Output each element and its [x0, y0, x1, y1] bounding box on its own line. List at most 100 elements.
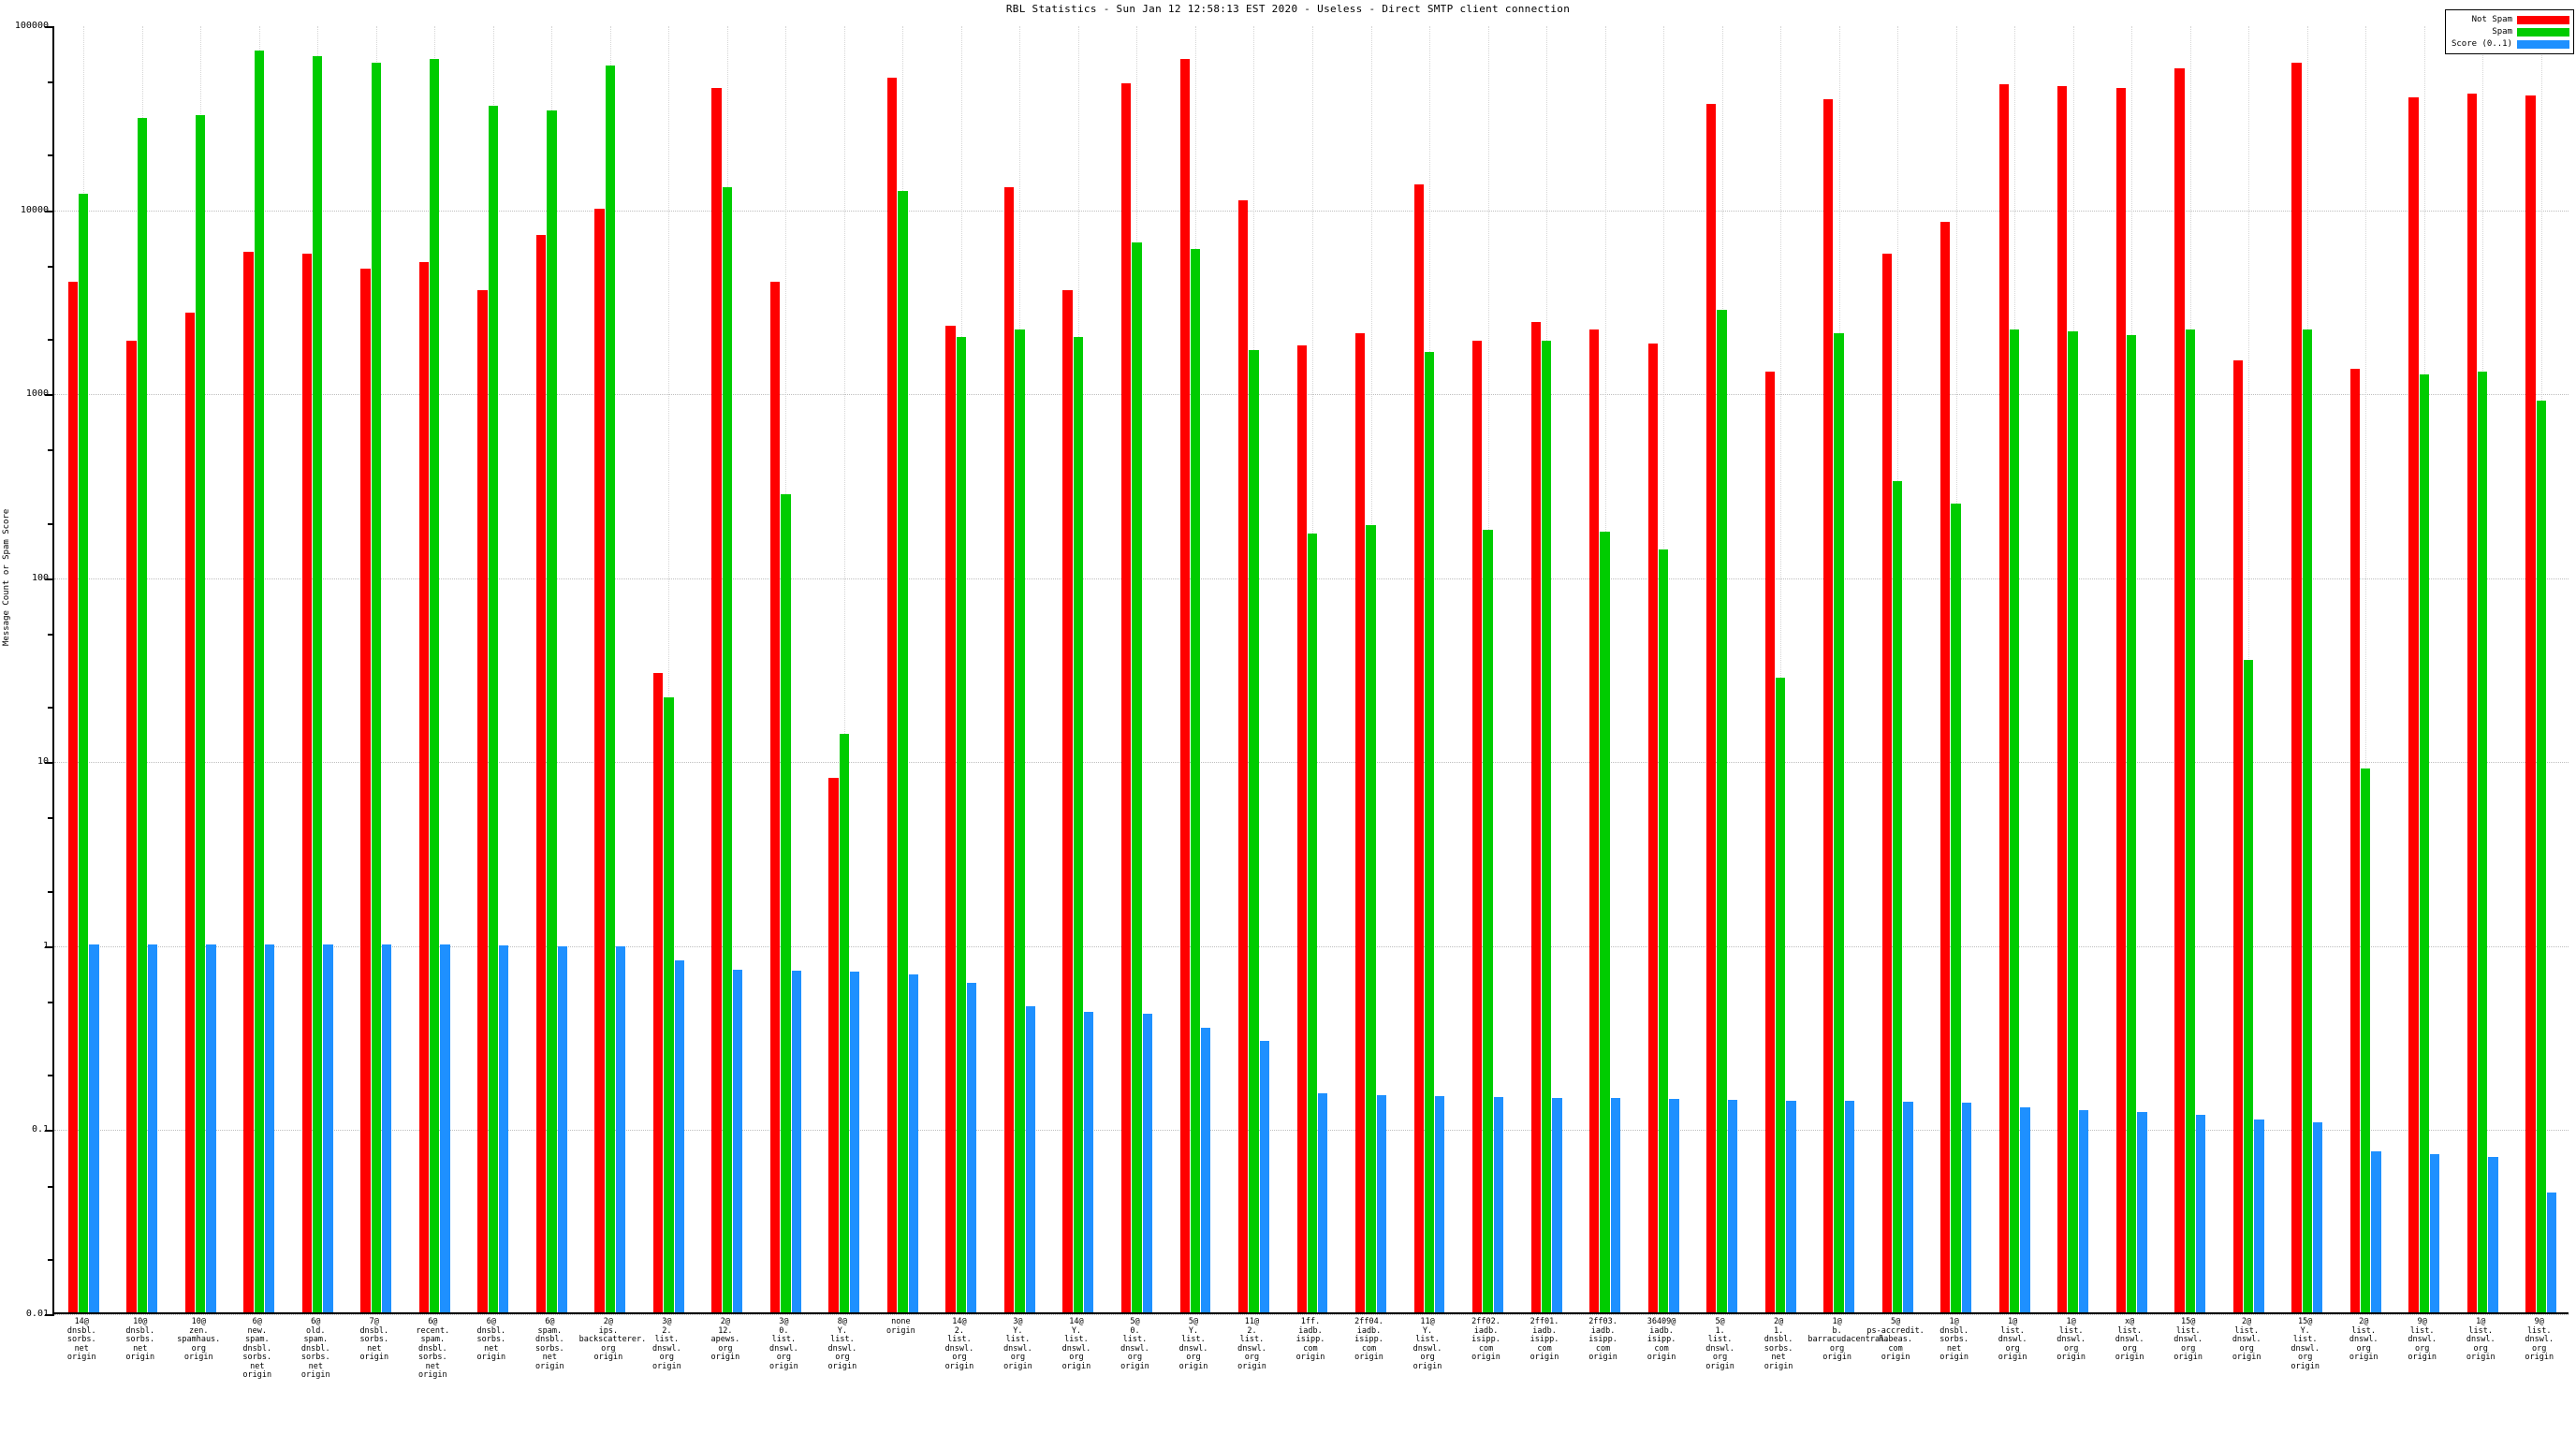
- bar-score: [2020, 1107, 2030, 1312]
- x-tick-label: 3@ Y. list. dnswl. org origin: [1003, 1317, 1032, 1371]
- bar-not-spam: [1530, 322, 1541, 1312]
- bar-not-spam: [1062, 289, 1073, 1312]
- y-axis-minor-tick: [48, 154, 54, 157]
- bar-spam: [1249, 349, 1259, 1312]
- y-axis-tick: [45, 578, 54, 580]
- bar-spam: [1600, 531, 1610, 1312]
- x-tick-label: 2ff01. iadb. isipp. com origin: [1530, 1317, 1559, 1362]
- bar-not-spam: [711, 88, 722, 1312]
- x-tick-label: 2@ list. dnswl. org origin: [2232, 1317, 2261, 1362]
- bar-spam: [722, 187, 733, 1312]
- x-tick-label: 10@ dnsbl. sorbs. net origin: [125, 1317, 155, 1362]
- bar-score: [381, 944, 392, 1312]
- x-tick-label: 2ff02. iadb. isipp. com origin: [1471, 1317, 1500, 1362]
- x-tick-label: 1@ list. dnswl. org origin: [2056, 1317, 2086, 1362]
- bar-not-spam: [945, 326, 956, 1312]
- bar-spam: [430, 58, 440, 1312]
- x-tick-label: 1@ list. dnswl. org origin: [2466, 1317, 2496, 1362]
- y-tick-label: 1: [42, 940, 49, 951]
- x-axis-tick-labels: 14@ dnsbl. sorbs. net origin 10@ dnsbl. s…: [52, 1317, 2569, 1449]
- x-tick-label: 6@ recent. spam. dnsbl. sorbs. net origi…: [416, 1317, 450, 1380]
- bar-score: [440, 944, 450, 1312]
- bar-score: [1552, 1097, 1562, 1312]
- bar-score: [2488, 1156, 2498, 1312]
- grid-line: [54, 210, 2569, 212]
- y-axis-tick: [45, 394, 54, 397]
- plot-area: [45, 26, 2569, 1316]
- x-tick-label: 14@ Y. list. dnswl. org origin: [1061, 1317, 1091, 1371]
- bar-spam: [2478, 371, 2488, 1312]
- y-axis-minor-tick: [48, 633, 54, 636]
- bar-score: [1376, 1094, 1386, 1312]
- bar-score: [206, 944, 216, 1312]
- bar-score: [498, 944, 509, 1312]
- legend-item-not-spam: Not Spam: [2452, 14, 2569, 25]
- bar-spam: [1951, 503, 1961, 1312]
- bar-spam: [2068, 330, 2078, 1312]
- bar-spam: [1307, 534, 1318, 1312]
- bar-spam: [2127, 334, 2137, 1312]
- y-axis-title: Message Count or Spam Score: [2, 508, 11, 646]
- bar-score: [1201, 1028, 1211, 1312]
- bar-not-spam: [1764, 371, 1775, 1312]
- y-tick-label: 1000: [25, 388, 49, 400]
- bar-spam: [2244, 660, 2254, 1312]
- bar-score: [557, 945, 567, 1312]
- bar-not-spam: [1706, 103, 1717, 1312]
- y-axis-minor-tick: [48, 1185, 54, 1188]
- x-grid-line: [668, 26, 670, 1312]
- bar-score: [264, 944, 275, 1312]
- bar-not-spam: [2466, 94, 2478, 1312]
- x-tick-label: 2@ 12. apews. org origin: [710, 1317, 740, 1362]
- x-tick-label: 3@ 0. list. dnswl. org origin: [769, 1317, 798, 1371]
- bar-score: [1961, 1102, 1972, 1312]
- y-axis-tick: [45, 210, 54, 212]
- x-tick-label: 2@ ips. backscatterer. org origin: [578, 1317, 647, 1362]
- bar-not-spam: [1823, 99, 1834, 1312]
- bar-not-spam: [1003, 187, 1015, 1312]
- legend-swatch-spam: [2517, 27, 2569, 37]
- bar-score: [908, 973, 918, 1312]
- bar-score: [2254, 1119, 2264, 1312]
- bar-spam: [1132, 242, 1142, 1312]
- bar-spam: [605, 65, 616, 1312]
- x-tick-label: 2ff04. iadb. isipp. com origin: [1354, 1317, 1383, 1362]
- bar-spam: [196, 115, 206, 1312]
- bar-score: [1084, 1011, 1094, 1312]
- y-tick-label: 10: [37, 756, 49, 768]
- x-tick-label: 14@ 2. list. dnswl. org origin: [944, 1317, 974, 1371]
- bar-not-spam: [126, 341, 137, 1312]
- legend-label-score: Score (0..1): [2451, 39, 2512, 49]
- bar-score: [1727, 1099, 1738, 1312]
- bar-not-spam: [1238, 200, 1249, 1312]
- y-axis-tick: [45, 1314, 54, 1316]
- bar-spam: [839, 733, 850, 1312]
- bar-not-spam: [1296, 344, 1307, 1312]
- bar-spam: [1015, 329, 1025, 1312]
- bar-not-spam: [1179, 58, 1190, 1312]
- x-tick-label: 5@ 1. list. dnswl. org origin: [1705, 1317, 1734, 1371]
- x-tick-label: 5@ 0. list. dnswl. org origin: [1120, 1317, 1149, 1371]
- x-tick-label: 1@ dnsbl. sorbs. net origin: [1939, 1317, 1969, 1362]
- bar-spam: [1775, 678, 1786, 1312]
- bar-not-spam: [2525, 95, 2536, 1312]
- bar-not-spam: [67, 281, 79, 1312]
- bar-not-spam: [2349, 368, 2361, 1312]
- x-tick-label: 2ff03. iadb. isipp. com origin: [1588, 1317, 1617, 1362]
- bar-not-spam: [1647, 343, 1658, 1312]
- y-axis-minor-tick: [48, 1002, 54, 1004]
- y-tick-label: 0.01: [25, 1309, 49, 1319]
- x-tick-label: 7@ dnsbl. sorbs. net origin: [359, 1317, 389, 1362]
- bar-score: [733, 969, 743, 1312]
- bar-score: [147, 944, 158, 1312]
- bar-spam: [1483, 529, 1493, 1312]
- bar-score: [1025, 1006, 1035, 1312]
- x-tick-label: 8@ Y. list. dnswl. org origin: [827, 1317, 857, 1371]
- y-axis-minor-tick: [48, 1258, 54, 1261]
- x-tick-label: none origin: [886, 1317, 915, 1336]
- bar-spam: [2009, 329, 2020, 1312]
- y-tick-label: 0.1: [31, 1124, 49, 1135]
- bar-score: [2078, 1110, 2089, 1312]
- y-axis-tick: [45, 26, 54, 28]
